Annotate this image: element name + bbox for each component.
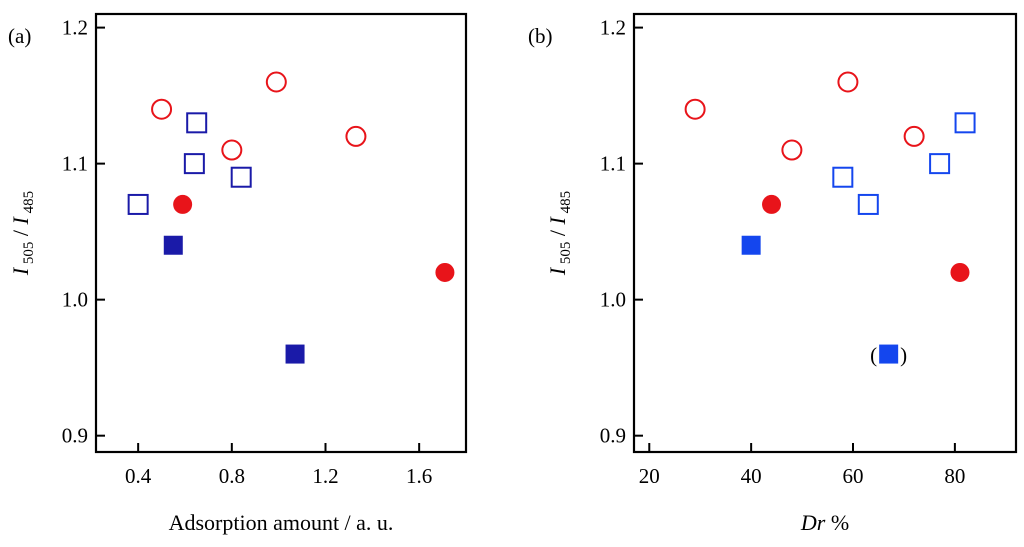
open-square-point <box>186 112 208 134</box>
y-axis-title: I 505 / I 485 <box>545 191 574 276</box>
x-tick-label: 0.8 <box>219 464 245 488</box>
open-circle-point <box>265 71 287 93</box>
filled-circle-point <box>950 262 970 282</box>
panel-label: (a) <box>8 24 31 48</box>
filled-square-point <box>741 235 761 255</box>
x-axis-title-rest: % <box>825 510 849 535</box>
open-square-point <box>954 112 976 134</box>
open-circle-point <box>345 125 367 147</box>
y-tick-label: 1.0 <box>600 288 626 312</box>
y-axis-title-sep: / <box>545 224 570 241</box>
x-tick-label: 40 <box>741 464 762 488</box>
plot-frame <box>94 12 468 454</box>
y-axis-title-i2: I <box>8 215 33 225</box>
open-square-point <box>929 153 951 175</box>
x-tick-label: 20 <box>639 464 660 488</box>
filled-square-point <box>163 235 183 255</box>
plot-frame <box>632 12 1018 454</box>
open-circle-point <box>903 125 925 147</box>
filled-square-point <box>285 344 305 364</box>
y-axis-title-sub1: 505 <box>21 242 37 268</box>
y-axis-title: I 505 / I 485 <box>8 191 37 276</box>
y-tick-label: 0.9 <box>62 424 88 448</box>
x-axis-title: Dr % <box>800 510 849 535</box>
point-annotation-left: ( <box>870 343 877 367</box>
panel-a: 0.9 1.0 1.1 1.2 0.4 0.8 1.2 1.6 (a) Adsorption am… <box>8 12 468 535</box>
y-tick-label: 1.2 <box>600 16 626 40</box>
x-tick-label: 1.6 <box>406 464 432 488</box>
y-tick-label: 1.2 <box>62 16 88 40</box>
open-square-point <box>832 166 854 188</box>
open-circle-point <box>221 139 243 161</box>
open-circle-point <box>781 139 803 161</box>
x-tick-label: 1.2 <box>312 464 338 488</box>
x-tick-label: 0.4 <box>125 464 152 488</box>
y-axis-title-i1: I <box>545 266 570 276</box>
x-tick-label: 80 <box>944 464 965 488</box>
y-tick-label: 1.1 <box>62 152 88 176</box>
y-axis-title-i1: I <box>8 266 33 276</box>
open-circle-point <box>837 71 859 93</box>
open-square-point <box>127 193 149 215</box>
panel-label: (b) <box>528 24 553 48</box>
y-tick-label: 1.1 <box>600 152 626 176</box>
y-axis-title-sub2: 485 <box>21 191 37 217</box>
y-axis-title-sub1: 505 <box>558 242 574 268</box>
filled-square-point <box>879 344 899 364</box>
panel-b: 0.9 1.0 1.1 1.2 20 40 60 80 (b) Dr % I 505 / I 485… <box>528 12 1018 535</box>
x-tick-label: 60 <box>843 464 864 488</box>
x-axis-title-italic: Dr <box>800 510 826 535</box>
filled-circle-point <box>173 194 193 214</box>
y-axis-title-i2: I <box>545 215 570 225</box>
open-circle-point <box>684 98 706 120</box>
open-square-point <box>183 153 205 175</box>
x-axis-title: Adsorption amount / a. u. <box>169 510 394 535</box>
open-circle-point <box>151 98 173 120</box>
y-tick-label: 1.0 <box>62 288 88 312</box>
y-tick-label: 0.9 <box>600 424 626 448</box>
filled-circle-point <box>762 194 782 214</box>
open-square-point <box>230 166 252 188</box>
filled-circle-point <box>435 262 455 282</box>
y-axis-title-sub2: 485 <box>558 191 574 217</box>
open-square-point <box>857 193 879 215</box>
y-axis-title-sep: / <box>8 224 33 241</box>
point-annotation-right: ) <box>900 343 907 367</box>
